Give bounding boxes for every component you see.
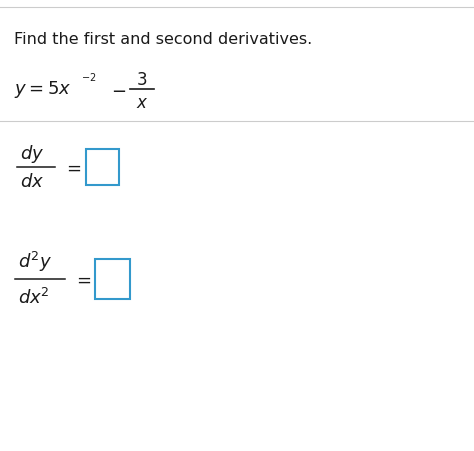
Text: $x$: $x$ — [136, 94, 148, 112]
Text: Find the first and second derivatives.: Find the first and second derivatives. — [14, 32, 312, 47]
FancyBboxPatch shape — [86, 150, 119, 186]
Text: $d^{2}y$: $d^{2}y$ — [18, 249, 52, 273]
Text: $=$: $=$ — [73, 271, 91, 288]
Text: $dx^{2}$: $dx^{2}$ — [18, 287, 50, 308]
Text: $-$: $-$ — [111, 81, 126, 99]
Text: $3$: $3$ — [137, 71, 147, 89]
Text: $=$: $=$ — [63, 159, 82, 177]
FancyBboxPatch shape — [95, 259, 130, 299]
Text: $y = 5x$: $y = 5x$ — [14, 79, 72, 100]
Text: $dy$: $dy$ — [20, 143, 44, 165]
Text: $dx$: $dx$ — [20, 173, 44, 191]
Text: $^{-2}$: $^{-2}$ — [81, 73, 97, 87]
